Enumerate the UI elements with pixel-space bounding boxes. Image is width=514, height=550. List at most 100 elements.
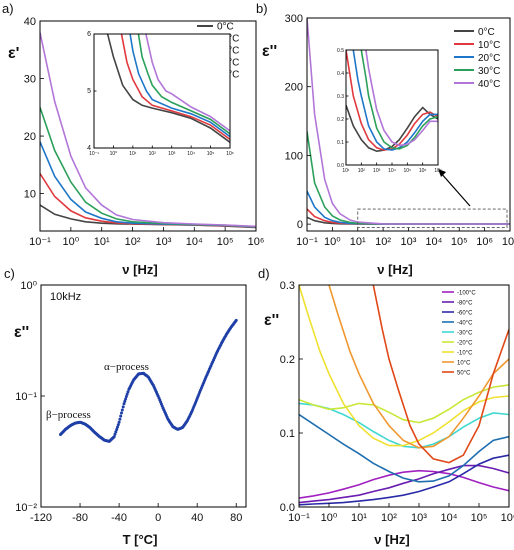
panel-a-frame (39, 20, 257, 232)
panel-c-point (125, 392, 129, 396)
panel-c-ytick-label-1: 10⁻¹ (15, 391, 37, 403)
panel-c-point (119, 414, 123, 418)
panel-a-inset-ytick-label-2: 6 (87, 31, 91, 38)
panel-d-series-line-1 (299, 464, 509, 504)
panel-c-point (117, 420, 121, 424)
panel-b-inset-xtick-label-3: 10⁴ (388, 168, 396, 174)
panel-c-point (122, 402, 126, 406)
panel-b-inset-xtick-label-6: 10⁷ (434, 168, 442, 174)
panel-b-letter: b) (256, 1, 268, 16)
panel-a-inset-xtick-label-2: 10¹ (129, 151, 137, 157)
panel-b-inset-ytick-label-0: 0.0 (337, 163, 344, 169)
panel-c-xtick-label-1: -80 (72, 512, 88, 524)
panel-a-ytick-label-1: 20 (24, 131, 36, 143)
panel-a-xtick-label-0: 10⁻¹ (29, 236, 51, 248)
panel-b-inset-ytick-label-4: 0.4 (337, 71, 344, 77)
panel-b-xtick-label-8: 10⁷ (502, 236, 514, 248)
panel-b-zoom-arrowhead (438, 169, 446, 177)
panel-d-legend-label-5: -20°C (457, 341, 473, 347)
panel-a-xtick-label-5: 10⁴ (186, 236, 203, 248)
panel-a-inset-series-line-4 (145, 34, 230, 132)
panel-c-point (121, 405, 125, 409)
panel-c-xtick-label-4: 40 (191, 512, 203, 524)
panel-b-legend-label-3: 30°C (478, 66, 500, 77)
panel-c-ylabel: ε'' (14, 324, 29, 341)
panel-b-xtick-label-1: 10⁰ (324, 236, 341, 248)
panel-d-xtick-label-3: 10² (381, 512, 397, 524)
panel-b-xtick-label-4: 10³ (401, 236, 417, 248)
panel-d-legend-label-4: -30°C (457, 331, 473, 337)
panel-b-inset-series-line-4 (365, 50, 438, 147)
panel-c-point (126, 390, 130, 394)
panel-d-series-line-0 (299, 469, 509, 499)
panel-c-point (114, 430, 118, 434)
panel-d-xtick-label-5: 10⁴ (441, 512, 458, 524)
panel-b-xtick-label-6: 10⁵ (451, 236, 468, 248)
panel-a-inset-series-line-0 (106, 34, 230, 143)
panel-b-ytick-label-3: 300 (285, 13, 303, 25)
panel-a-inset-xtick-label-0: 10⁻¹ (89, 151, 99, 157)
panel-d-series-line-2 (299, 454, 509, 506)
panel-b-inset-xtick-label-4: 10⁵ (404, 168, 412, 174)
panel-a-xtick-label-3: 10² (125, 236, 141, 248)
panel-c-ytick-label-2: 10⁰ (20, 280, 37, 292)
panel-d-legend-label-6: -10°C (457, 351, 473, 357)
panel-c-frame (40, 284, 247, 508)
panel-b-inset-ytick-label-1: 0.1 (337, 140, 344, 146)
panel-a-ytick-label-0: 10 (24, 189, 36, 201)
panel-a-inset-xtick-label-5: 10⁴ (187, 151, 195, 157)
panel-c-point (123, 399, 127, 403)
panel-b-inset-series-line-3 (360, 50, 438, 150)
panel-d-legend-label-8: 50°C (457, 371, 471, 377)
panel-a-ylabel: ε' (8, 45, 19, 62)
panel-b-inset-ytick-label-2: 0.2 (337, 117, 344, 123)
panel-d-xtick-label-6: 10⁵ (471, 512, 488, 524)
panel-d-frame (298, 284, 510, 508)
panel-c-annotation-beta: β−process (46, 409, 91, 421)
panel-a-xtick-label-1: 10⁰ (63, 236, 80, 248)
panel-b-zoom-box (357, 208, 508, 229)
panel-c-point (116, 423, 120, 427)
panel-d-xtick-label-1: 10⁰ (321, 512, 338, 524)
panel-d-xtick-label-4: 10³ (411, 512, 427, 524)
panel-a-xtick-label-6: 10⁵ (217, 236, 234, 248)
panel-b-ylabel: ε'' (262, 43, 277, 60)
panel-c-annotation-alpha: α−process (104, 361, 149, 373)
panel-a-xtick-label-7: 10⁶ (248, 236, 265, 248)
panel-d-series-line-7 (328, 285, 509, 449)
panel-c-point (112, 435, 116, 439)
panel-c-xtick-label-2: -40 (111, 512, 127, 524)
panel-b-xtick-label-0: 10⁻¹ (296, 236, 318, 248)
panel-a-letter: a) (2, 1, 14, 16)
panel-c-point (115, 428, 119, 431)
panel-a-inset-xtick-label-4: 10³ (168, 151, 176, 157)
panel-d-series-line-3 (299, 413, 509, 483)
panel-c-xtick-label-0: -120 (30, 512, 52, 524)
panel-c-xtick-label-3: 0 (155, 512, 161, 524)
panel-d-ytick-label-1: 0.1 (280, 428, 295, 440)
panel-a-inset-xtick-label-6: 10⁵ (207, 151, 215, 157)
panel-b-ytick-label-0: 0 (297, 219, 303, 231)
panel-b-ytick-label-2: 200 (285, 82, 303, 94)
panel-a-inset-xtick-label-7: 10⁶ (226, 151, 234, 157)
panel-b-inset-series-line-1 (346, 50, 438, 151)
panel-c-ytick-label-0: 10⁻² (15, 502, 37, 514)
panel-d-legend-label-1: -80°C (457, 301, 473, 307)
panel-b-xtick-label-3: 10² (375, 236, 391, 248)
panel-d-xlabel: ν [Hz] (374, 532, 409, 547)
panel-a-inset-series-line-1 (120, 34, 230, 141)
panel-c-point (120, 411, 123, 415)
panel-a-inset-xtick-label-3: 10² (149, 151, 157, 157)
panel-a-inset-series-line-2 (129, 34, 230, 138)
panel-b-inset-ytick-label-3: 0.3 (337, 94, 344, 100)
panel-b-inset-xtick-label-1: 10² (358, 168, 366, 174)
panel-d-legend-label-3: -40°C (457, 321, 473, 327)
panel-a-ytick-label-3: 40 (24, 16, 36, 28)
panel-b-inset-ytick-label-5: 0.5 (337, 48, 344, 54)
panel-c-xtick-label-5: 80 (230, 512, 242, 524)
panel-b-legend-label-2: 20°C (478, 53, 500, 64)
panel-b-series-line-4 (307, 18, 510, 225)
panel-d-series-line-8 (372, 285, 509, 464)
panel-c-point (120, 408, 124, 412)
panel-d-legend-label-0: -100°C (457, 291, 476, 297)
